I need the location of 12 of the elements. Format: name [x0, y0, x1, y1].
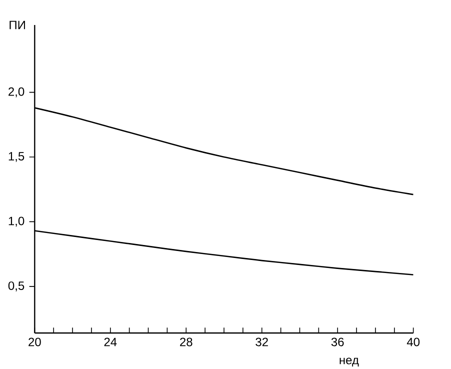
x-tick-label: 24: [104, 338, 117, 346]
x-tick-label: 32: [256, 338, 268, 346]
x-axis-title: нед: [340, 358, 359, 367]
y-axis-title: ПИ: [10, 20, 25, 30]
x-tick-label: 36: [331, 338, 344, 346]
x-tick-label: 20: [28, 338, 41, 346]
y-tick-label: 0,5: [8, 281, 24, 292]
x-tick-label: 40: [406, 338, 420, 346]
y-tick-label: 2,0: [8, 87, 24, 98]
x-tick-label: 28: [180, 338, 192, 346]
y-tick-label: 1,5: [8, 152, 24, 162]
y-tick-label: 1,0: [8, 216, 24, 227]
